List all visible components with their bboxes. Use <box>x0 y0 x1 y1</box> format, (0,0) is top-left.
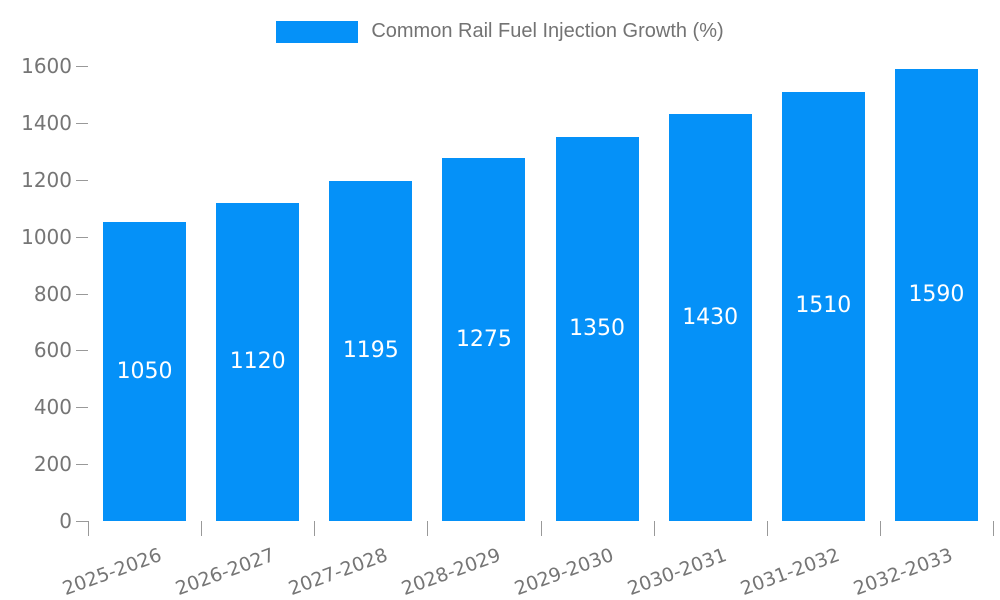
x-tick-mark <box>879 521 881 536</box>
legend-swatch-icon <box>276 20 359 43</box>
y-tick-label: 400 <box>33 395 72 420</box>
bar-2028-2029[interactable] <box>442 158 526 521</box>
x-tick-mark <box>88 521 89 536</box>
plot-area: 1050 1120 1195 1275 1350 1430 1510 1590 0 200 400… <box>21 55 994 600</box>
x-tick-mark <box>653 521 655 536</box>
y-tick-label: 1400 <box>21 110 72 135</box>
y-tick-mark <box>76 407 88 409</box>
y-tick-mark <box>76 122 88 124</box>
bar-2030-2031[interactable] <box>668 114 752 521</box>
y-tick-mark <box>76 66 88 67</box>
y-tick-mark <box>76 236 88 238</box>
x-tick-mark <box>201 521 203 536</box>
x-tick-mark <box>766 521 768 536</box>
x-tick-mark <box>993 521 994 536</box>
legend-item[interactable]: Common Rail Fuel Injection Growth (%) <box>0 20 1000 43</box>
x-tick-mark <box>314 521 316 536</box>
bar-2031-2032[interactable] <box>781 91 865 521</box>
y-tick-label: 0 <box>59 509 72 533</box>
y-tick-label: 600 <box>33 338 72 363</box>
y-tick-label: 800 <box>33 281 72 306</box>
bar-2029-2030[interactable] <box>555 137 639 521</box>
y-tick-mark <box>76 293 88 295</box>
legend-label: Common Rail Fuel Injection Growth (%) <box>371 20 724 42</box>
bar-2027-2028[interactable] <box>329 181 413 521</box>
x-tick-mark <box>540 521 542 536</box>
y-tick-mark <box>76 350 88 352</box>
y-tick-label: 1600 <box>21 54 72 78</box>
bar-2026-2027[interactable] <box>216 202 300 521</box>
bar-2025-2026[interactable] <box>103 222 187 521</box>
y-tick-mark <box>76 179 88 181</box>
bar-2032-2033[interactable] <box>894 68 978 521</box>
y-tick-label: 1200 <box>21 167 72 192</box>
y-tick-mark <box>76 464 88 466</box>
y-tick-mark <box>76 521 88 522</box>
y-tick-label: 1000 <box>21 224 72 249</box>
y-tick-label: 200 <box>33 452 72 477</box>
x-tick-mark <box>427 521 429 536</box>
